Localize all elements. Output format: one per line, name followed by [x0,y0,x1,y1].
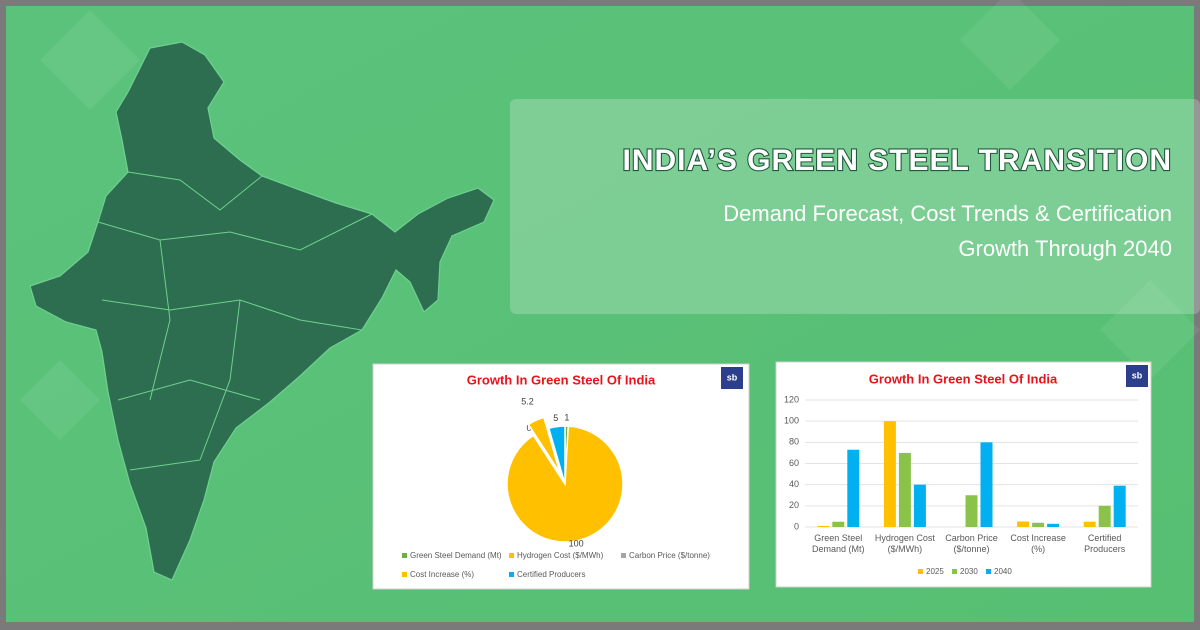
y-tick-label: 60 [789,458,799,468]
legend-label: Hydrogen Cost ($/MWh) [517,551,604,560]
bar [1032,522,1045,527]
subtitle: Growth Through 2040 [958,236,1172,261]
chart-title: Growth In Green Steel Of India [467,372,656,387]
legend-swatch [402,553,407,558]
subtitle: Demand Forecast, Cost Trends & Certifica… [723,201,1172,226]
pie-slice [547,425,566,485]
legend-label: 2040 [994,567,1012,576]
state-lines [97,171,373,471]
chart-title: Growth In Green Steel Of India [869,371,1058,386]
pie-slice [527,416,561,474]
legend-swatch [509,572,514,577]
y-tick-label: 80 [789,437,799,447]
legend-swatch [986,569,991,574]
bar [832,521,845,527]
bar [1017,521,1030,527]
y-tick-label: 100 [784,416,799,426]
data-label: 5.2 [521,397,534,407]
y-tick-label: 20 [789,500,799,510]
x-tick-label: Carbon Price ($/tonne) [945,533,998,554]
legend-label: Cost Increase (%) [410,570,474,579]
india-map [29,41,495,581]
legend-swatch [952,569,957,574]
legend-label: 2025 [926,567,944,576]
y-tick-label: 40 [789,479,799,489]
decor [20,0,1200,440]
legend-label: Certified Producers [517,570,585,579]
data-label: 0 [527,423,532,433]
x-tick-label: Green Steel Demand (Mt) [812,533,865,554]
bar [1047,523,1060,527]
bar [1083,521,1096,527]
logo-badge [1126,365,1148,387]
y-tick-label: 0 [794,521,799,531]
logo: sb [1132,370,1143,380]
legend-swatch [621,553,626,558]
pie-slice [532,434,566,485]
data-label: 5 [553,413,558,423]
title-panel [510,99,1200,314]
y-tick-label: 120 [784,394,799,404]
x-tick-label: Certified Producers [1084,533,1126,554]
x-tick-label: Hydrogen Cost ($/MWh) [874,533,935,554]
legend-label: Green Steel Demand (Mt) [410,551,502,560]
data-label: 1 [564,412,569,422]
logo: sb [727,372,738,382]
bar [883,421,896,527]
legend-label: Carbon Price ($/tonne) [629,551,710,560]
bar [980,442,993,527]
data-label: 100 [569,538,584,548]
bar [817,525,830,527]
bar [965,495,978,527]
legend-label: 2030 [960,567,978,576]
logo-badge [721,367,743,389]
legend-swatch [918,569,923,574]
legend-swatch [402,572,407,577]
bar [1098,505,1111,527]
bar [913,484,926,527]
page-title: INDIA’S GREEN STEEL TRANSITION [622,144,1172,177]
x-tick-label: Cost Increase (%) [1010,533,1066,554]
bar [1113,485,1126,527]
legend-swatch [509,553,514,558]
bar [898,452,911,527]
bar [847,449,860,527]
